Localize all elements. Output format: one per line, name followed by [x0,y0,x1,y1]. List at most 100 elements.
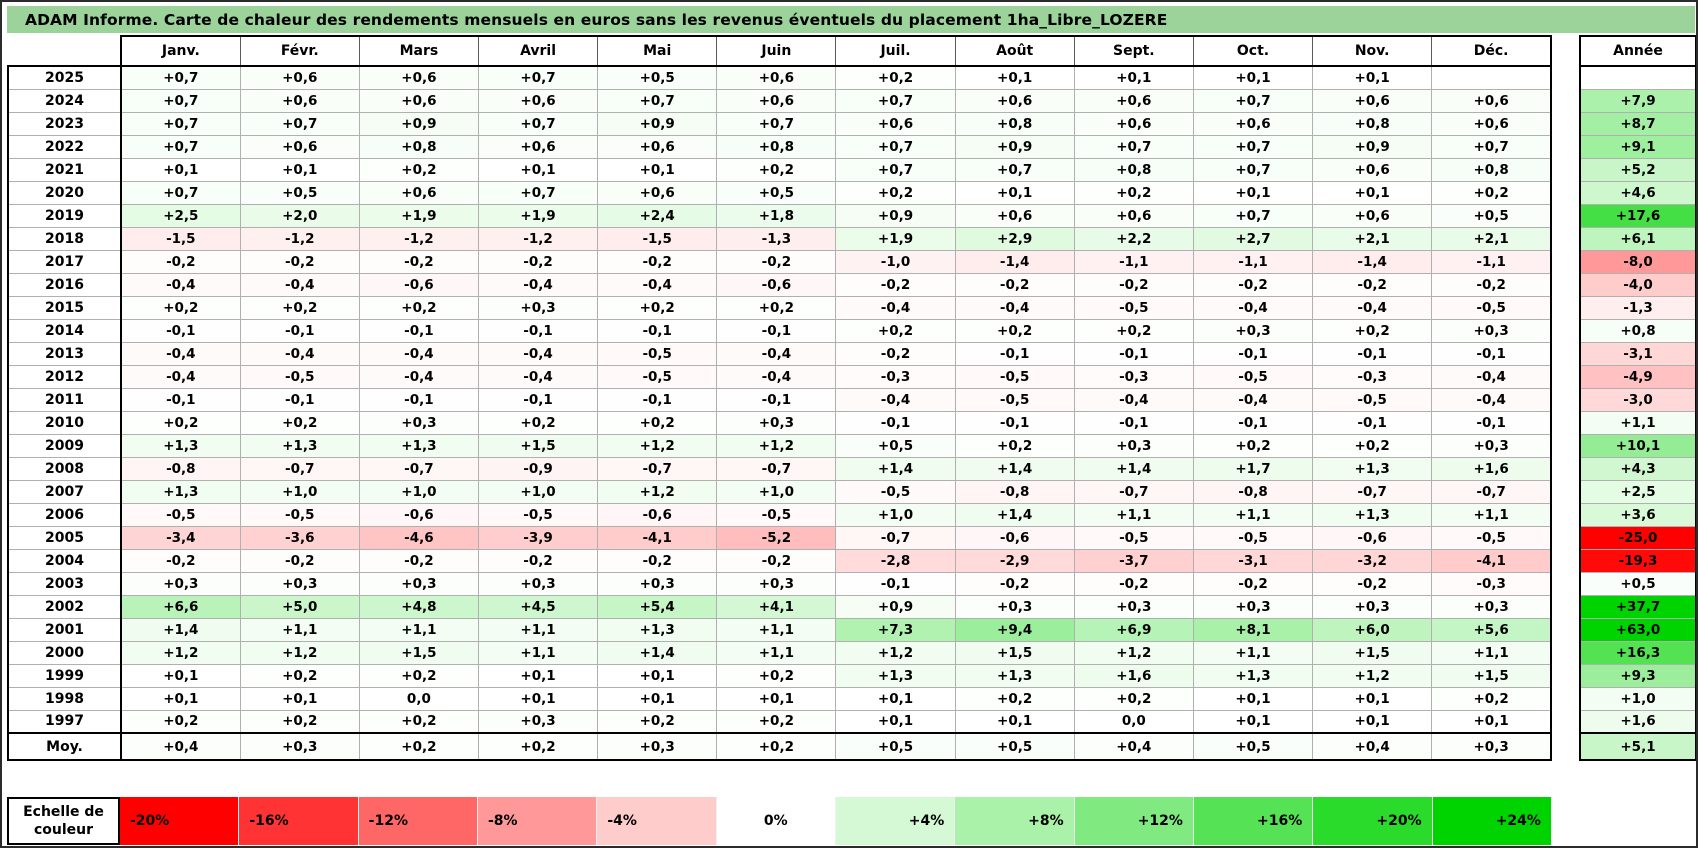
return-cell: +0,3 [1431,594,1553,619]
return-cell: -0,4 [119,272,241,297]
return-cell: +2,5 [119,203,241,228]
return-cell: +0,8 [1312,111,1433,136]
return-cell: -3,7 [1073,548,1194,573]
return-cell: +0,1 [954,180,1075,205]
return-cell: +1,5 [1431,663,1553,688]
annual-row: +5,2 [1579,157,1696,182]
return-cell: +1,4 [835,456,956,481]
return-cell: +0,2 [1431,180,1553,205]
legend-stop: -4% [597,797,717,845]
return-cell: +0,1 [1312,65,1433,90]
return-cell: +0,2 [358,732,479,761]
month-header: Mai [597,35,718,67]
return-cell: -0,5 [1192,525,1314,550]
month-header: Nov. [1312,35,1433,67]
month-header: Avril [477,35,599,67]
year-label: 1999 [7,663,122,688]
return-cell: +0,6 [358,180,479,205]
return-cell: +1,1 [477,617,599,642]
return-cell: +0,1 [835,686,956,711]
return-cell: +0,6 [239,88,360,113]
return-cell: -0,1 [1073,341,1194,366]
return-cell: +0,4 [1073,732,1194,761]
annual-return-cell: +4,6 [1579,180,1696,205]
return-cell: +1,1 [1431,640,1553,665]
return-cell: +0,3 [1192,594,1314,619]
annual-row: -3,1 [1579,341,1696,366]
year-label: 2005 [7,525,122,550]
return-cell: +0,8 [954,111,1075,136]
return-cell: +0,9 [597,111,718,136]
return-cell: -0,4 [835,387,956,412]
annual-row: +16,3 [1579,640,1696,665]
return-cell: -0,1 [1431,341,1553,366]
return-cell: -0,2 [477,548,599,573]
return-cell: +5,6 [1431,617,1553,642]
return-cell: -0,2 [119,249,241,274]
return-cell: -4,1 [597,525,718,550]
return-cell: +0,6 [597,134,718,159]
annual-return-cell: +4,3 [1579,456,1696,481]
month-header-row: Janv. Févr. Mars Avril Mai Juin Juil. Août Sept.… [8,35,1553,67]
return-cell: -0,5 [1192,364,1314,389]
return-cell: -0,3 [1073,364,1194,389]
return-cell: +0,5 [716,180,837,205]
return-cell: +0,6 [1312,203,1433,228]
return-cell: -0,5 [239,502,360,527]
return-cell: -0,1 [954,341,1075,366]
return-cell: +1,0 [239,479,360,504]
annual-return-cell: +10,1 [1579,433,1696,458]
annual-return-cell: -1,3 [1579,295,1696,320]
table-row: 2012 -0,4 -0,5 -0,4 -0,4 -0,5 -0,4 -0,3 -0,5 -0,3… [7,364,1553,389]
return-cell: -0,4 [835,295,956,320]
monthly-returns-table: Janv. Févr. Mars Avril Mai Juin Juil. Août Sept.… [7,35,1553,761]
return-cell: -0,2 [1312,571,1433,596]
return-cell: -0,2 [1312,272,1433,297]
return-cell: +0,6 [358,65,479,90]
return-cell: +1,3 [1312,456,1433,481]
return-cell: +0,2 [119,709,241,734]
annual-return-cell: +5,1 [1579,732,1696,761]
return-cell: +1,3 [597,617,718,642]
return-cell: +1,3 [239,433,360,458]
return-cell: +1,3 [1312,502,1433,527]
return-cell: +8,1 [1192,617,1314,642]
return-cell: -0,6 [597,502,718,527]
annual-return-cell: +0,5 [1579,571,1696,596]
return-cell: +0,2 [239,663,360,688]
return-cell: +1,5 [477,433,599,458]
return-cell: -0,2 [119,548,241,573]
return-cell: +0,8 [716,134,837,159]
return-cell: -0,1 [835,410,956,435]
return-cell: -0,1 [1431,410,1553,435]
month-header: Mars [358,35,479,67]
return-cell: +1,2 [1312,663,1433,688]
return-cell: +0,7 [1431,134,1553,159]
return-cell: -0,2 [954,571,1075,596]
return-cell: +0,2 [716,295,837,320]
return-cell: +0,7 [1192,157,1314,182]
annual-row: +5,1 [1579,732,1696,761]
return-cell: -3,6 [239,525,360,550]
return-cell: -0,5 [1073,295,1194,320]
return-cell: -0,1 [716,318,837,343]
year-label: 2022 [7,134,122,159]
return-cell: +0,3 [1431,732,1553,761]
return-cell: +6,0 [1312,617,1433,642]
legend-label-line1: Echelle de [23,803,104,820]
table-row: 2005 -3,4 -3,6 -4,6 -3,9 -4,1 -5,2 -0,7 -0,6 -0,5… [7,525,1553,550]
return-cell: +1,1 [716,640,837,665]
return-cell: +0,1 [954,709,1075,734]
return-cell: +0,1 [239,157,360,182]
return-cell: -0,5 [954,364,1075,389]
return-cell: +1,1 [477,640,599,665]
return-cell: +1,6 [1073,663,1194,688]
return-cell: -0,1 [1312,341,1433,366]
year-label: 2016 [7,272,122,297]
return-cell: +0,1 [1192,686,1314,711]
annual-row: +17,6 [1579,203,1696,228]
return-cell: +0,7 [119,134,241,159]
return-cell: -0,2 [1192,571,1314,596]
table-row: 2022 +0,7 +0,6 +0,8 +0,6 +0,6 +0,8 +0,7 +0,9 +0,7… [7,134,1553,159]
